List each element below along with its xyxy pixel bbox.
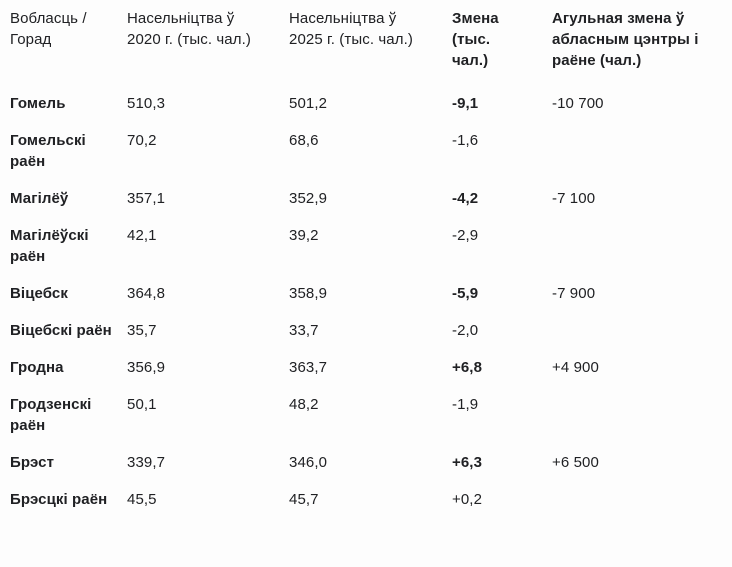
region-name-cell: Магілёў	[10, 190, 69, 207]
pop-2025-cell: 352,9	[289, 190, 328, 207]
table-row: Віцебск 364,8 358,9 -5,9 -7 900	[10, 275, 732, 312]
pop-2020-cell: 357,1	[127, 190, 166, 207]
region-name-cell: Віцебскі раён	[10, 322, 112, 339]
total-change-cell	[552, 481, 732, 518]
pop-2025-cell: 346,0	[289, 454, 328, 471]
pop-2020-cell: 356,9	[127, 359, 166, 376]
pop-2020-cell: 45,5	[127, 491, 157, 508]
table-header-row: Вобласць / Горад Насельніцтва ў 2020 г. (…	[10, 8, 732, 85]
region-name-cell: Брэст	[10, 454, 55, 471]
pop-2025-cell: 33,7	[289, 322, 319, 339]
pop-2025-cell: 501,2	[289, 95, 328, 112]
table-row: Брэсцкі раён 45,5 45,7 +0,2	[10, 481, 732, 518]
change-cell: -2,0	[452, 322, 479, 339]
pop-2020-cell: 510,3	[127, 95, 166, 112]
total-change-cell: -10 700	[552, 95, 604, 112]
pop-2025-cell: 48,2	[289, 396, 319, 413]
column-header-2: Насельніцтва ў 2020 г. (тыс. чал.)	[127, 10, 251, 48]
table-row: Гродна 356,9 363,7 +6,8 +4 900	[10, 349, 732, 386]
total-change-cell: -7 900	[552, 285, 596, 302]
pop-2025-cell: 358,9	[289, 285, 328, 302]
change-cell: -1,9	[452, 396, 479, 413]
total-change-cell	[552, 312, 732, 349]
table-row: Магілёў 357,1 352,9 -4,2 -7 100	[10, 180, 732, 217]
region-name-cell: Гомельскі раён	[10, 132, 86, 170]
pop-2020-cell: 50,1	[127, 396, 157, 413]
change-cell: -2,9	[452, 227, 479, 244]
change-cell: -5,9	[452, 285, 479, 302]
total-change-cell	[552, 122, 732, 180]
total-change-cell	[552, 217, 732, 275]
column-header-1: Вобласць / Горад	[10, 10, 87, 48]
region-name-cell: Магілёўскі раён	[10, 227, 89, 265]
pop-2025-cell: 68,6	[289, 132, 319, 149]
pop-2025-cell: 39,2	[289, 227, 319, 244]
region-name-cell: Брэсцкі раён	[10, 491, 108, 508]
change-cell: -4,2	[452, 190, 479, 207]
total-change-cell: -7 100	[552, 190, 596, 207]
region-name-cell: Гродзенскі раён	[10, 396, 92, 434]
pop-2020-cell: 339,7	[127, 454, 166, 471]
population-table-page: Вобласць / Горад Насельніцтва ў 2020 г. (…	[10, 8, 732, 518]
change-cell: +6,8	[452, 359, 483, 376]
column-header-5: Агульная змена ў абласным цэнтры і раёне…	[552, 10, 699, 69]
pop-2020-cell: 70,2	[127, 132, 157, 149]
table-row: Гродзенскі раён 50,1 48,2 -1,9	[10, 386, 732, 444]
change-cell: +6,3	[452, 454, 483, 471]
pop-2020-cell: 42,1	[127, 227, 157, 244]
region-name-cell: Гродна	[10, 359, 64, 376]
total-change-cell: +4 900	[552, 359, 599, 376]
pop-2025-cell: 45,7	[289, 491, 319, 508]
column-header-4: Змена (тыс. чал.)	[452, 10, 499, 69]
total-change-cell: +6 500	[552, 454, 599, 471]
table-row: Гомель 510,3 501,2 -9,1 -10 700	[10, 85, 732, 122]
column-header-3: Насельніцтва ў 2025 г. (тыс. чал.)	[289, 10, 413, 48]
table-row: Брэст 339,7 346,0 +6,3 +6 500	[10, 444, 732, 481]
pop-2020-cell: 35,7	[127, 322, 157, 339]
total-change-cell	[552, 386, 732, 444]
region-name-cell: Гомель	[10, 95, 66, 112]
region-name-cell: Віцебск	[10, 285, 68, 302]
table-row: Магілёўскі раён 42,1 39,2 -2,9	[10, 217, 732, 275]
change-cell: +0,2	[452, 491, 483, 508]
population-table: Вобласць / Горад Насельніцтва ў 2020 г. (…	[10, 8, 732, 518]
change-cell: -9,1	[452, 95, 479, 112]
table-row: Гомельскі раён 70,2 68,6 -1,6	[10, 122, 732, 180]
pop-2025-cell: 363,7	[289, 359, 328, 376]
pop-2020-cell: 364,8	[127, 285, 166, 302]
table-header: Вобласць / Горад Насельніцтва ў 2020 г. (…	[10, 8, 732, 85]
table-row: Віцебскі раён 35,7 33,7 -2,0	[10, 312, 732, 349]
table-body: Гомель 510,3 501,2 -9,1 -10 700 Гомельск…	[10, 85, 732, 518]
change-cell: -1,6	[452, 132, 479, 149]
